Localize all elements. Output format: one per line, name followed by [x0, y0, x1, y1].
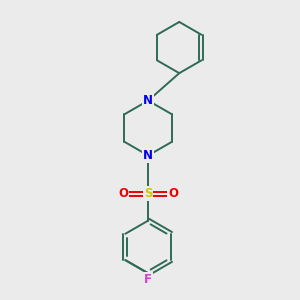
Text: F: F	[144, 273, 152, 286]
Text: N: N	[143, 149, 153, 162]
Text: O: O	[118, 188, 128, 200]
Text: O: O	[168, 188, 178, 200]
Text: S: S	[144, 188, 152, 200]
Text: N: N	[143, 94, 153, 107]
